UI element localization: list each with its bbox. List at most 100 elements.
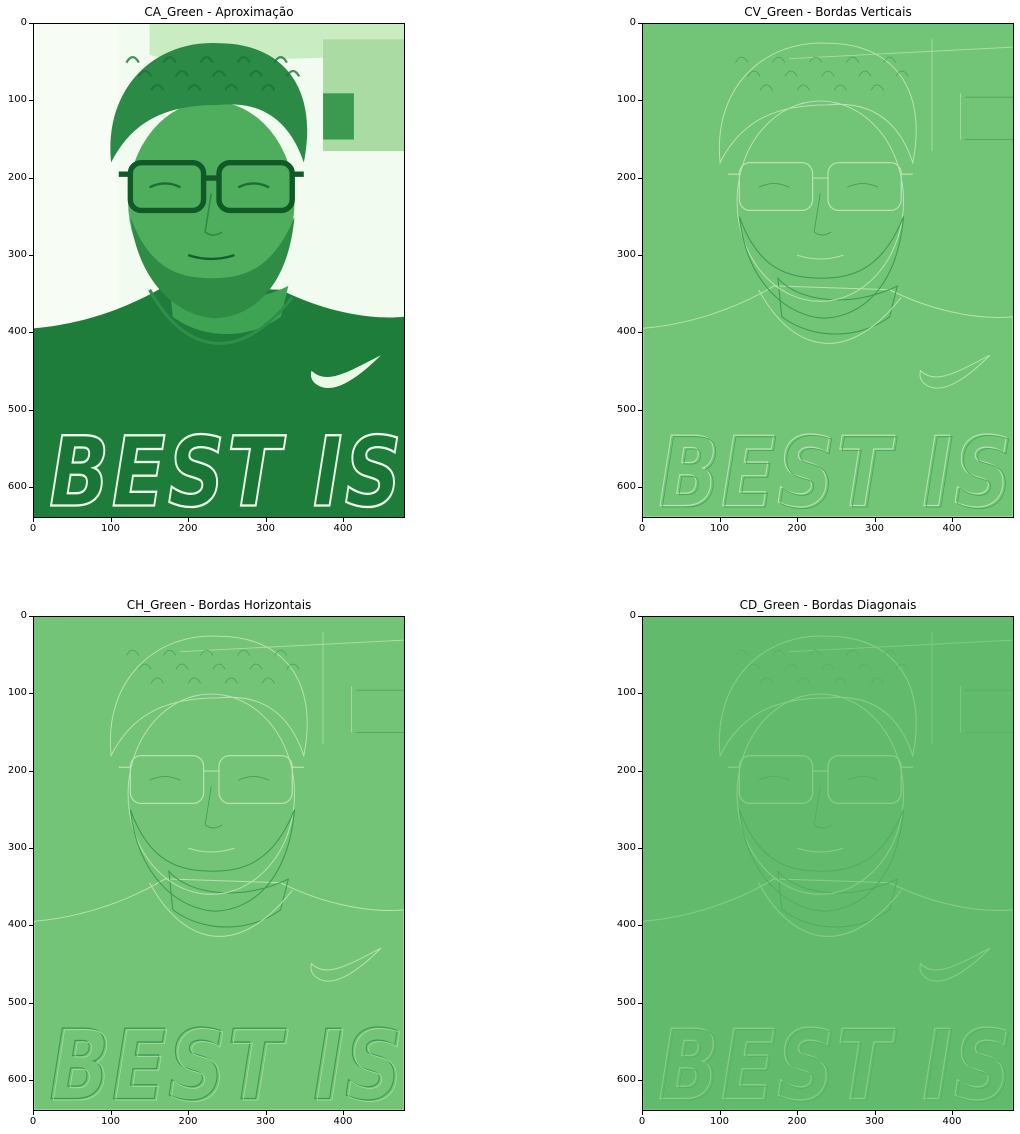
y-tick-label: 500 (616, 403, 636, 415)
y-tick-label: 300 (7, 842, 27, 854)
y-tick-mark (29, 616, 33, 617)
x-tick-mark (797, 518, 798, 522)
y-tick-label: 400 (7, 919, 27, 931)
image-axes: BEST IS BEST IS (33, 616, 405, 1111)
y-tick-mark (29, 693, 33, 695)
x-tick-label: 400 (942, 523, 962, 534)
image-axes: BEST IS (33, 23, 405, 518)
x-tick-label: 300 (255, 523, 276, 534)
x-tick-mark (642, 1111, 643, 1115)
y-tick-mark (29, 409, 33, 411)
image-axes: BEST IS BEST IS (642, 23, 1014, 518)
x-tick-label: 200 (178, 523, 198, 534)
x-tick-mark (188, 518, 189, 522)
wavelet-image: BEST IS (34, 24, 404, 517)
y-tick-mark (638, 23, 642, 24)
y-tick-mark (29, 848, 33, 850)
y-tick-label: 100 (7, 94, 27, 106)
shirt-text: BEST IS (52, 1011, 404, 1110)
shirt-text: BEST IS (658, 416, 1013, 517)
axes-title: CH_Green - Bordas Horizontais (126, 598, 312, 612)
x-tick-mark (343, 518, 344, 522)
y-tick-label: 300 (616, 842, 636, 854)
y-tick-label: 0 (20, 17, 27, 28)
shirt-text: BEST IS (661, 418, 1013, 517)
x-tick-mark (952, 518, 953, 522)
x-tick-label: 100 (709, 523, 730, 534)
y-tick-mark (29, 255, 33, 257)
x-tick-mark (642, 518, 643, 522)
y-tick-mark (638, 332, 642, 334)
x-tick-label: 100 (100, 1116, 121, 1127)
y-tick-mark (638, 409, 642, 411)
y-tick-mark (29, 332, 33, 334)
x-tick-label: 0 (29, 523, 37, 534)
x-tick-label: 0 (29, 1116, 37, 1127)
x-tick-label: 0 (638, 523, 646, 534)
y-tick-mark (638, 100, 642, 102)
y-tick-label: 200 (616, 764, 636, 776)
y-tick-label: 0 (629, 17, 636, 28)
x-tick-mark (110, 1111, 112, 1115)
y-tick-mark (29, 100, 33, 102)
x-tick-label: 100 (709, 1116, 730, 1127)
y-tick-label: 300 (7, 249, 27, 261)
shirt-text: BEST IS (661, 1011, 1013, 1110)
x-tick-label: 400 (942, 1116, 962, 1127)
shirt-text: BEST IS (658, 1009, 1013, 1110)
x-tick-mark (33, 1111, 34, 1115)
y-tick-label: 600 (7, 481, 27, 493)
x-tick-label: 400 (333, 1116, 353, 1127)
x-tick-label: 300 (255, 1116, 276, 1127)
x-tick-mark (33, 518, 34, 522)
y-tick-mark (29, 770, 33, 772)
shirt-text: BEST IS (49, 1009, 404, 1110)
y-tick-label: 400 (616, 326, 636, 338)
y-tick-label: 200 (616, 171, 636, 183)
x-tick-mark (110, 518, 112, 522)
y-tick-label: 100 (616, 94, 636, 106)
y-tick-label: 500 (7, 996, 27, 1008)
x-tick-label: 200 (178, 1116, 198, 1127)
y-tick-label: 600 (616, 481, 636, 493)
y-tick-mark (638, 925, 642, 927)
x-tick-mark (874, 1111, 876, 1115)
x-tick-label: 300 (864, 1116, 885, 1127)
y-tick-mark (29, 177, 33, 179)
y-tick-mark (638, 770, 642, 772)
x-tick-label: 400 (333, 523, 353, 534)
x-tick-mark (265, 1111, 267, 1115)
y-tick-label: 200 (7, 764, 27, 776)
axes-title: CA_Green - Aproximação (144, 5, 294, 19)
y-tick-label: 500 (7, 403, 27, 415)
y-tick-label: 200 (7, 171, 27, 183)
y-tick-label: 400 (616, 919, 636, 931)
x-tick-mark (874, 518, 876, 522)
y-tick-mark (638, 255, 642, 257)
y-tick-label: 0 (629, 610, 636, 621)
y-tick-mark (638, 1002, 642, 1004)
x-tick-label: 0 (638, 1116, 646, 1127)
axes-title: CV_Green - Bordas Verticais (744, 5, 912, 19)
y-tick-mark (638, 848, 642, 850)
y-tick-label: 300 (616, 249, 636, 261)
shirt-text: BEST IS (49, 416, 404, 517)
x-tick-mark (719, 1111, 721, 1115)
x-tick-label: 100 (100, 523, 121, 534)
y-tick-label: 100 (616, 687, 636, 699)
y-tick-mark (29, 925, 33, 927)
x-tick-mark (797, 1111, 798, 1115)
y-tick-mark (29, 1080, 33, 1082)
x-tick-mark (265, 518, 267, 522)
x-tick-mark (188, 1111, 189, 1115)
x-tick-mark (343, 1111, 344, 1115)
x-tick-label: 300 (864, 523, 885, 534)
y-tick-label: 400 (7, 326, 27, 338)
x-tick-mark (952, 1111, 953, 1115)
y-tick-mark (29, 1002, 33, 1004)
y-tick-label: 600 (616, 1074, 636, 1086)
axes-title: CD_Green - Bordas Diagonais (739, 598, 917, 612)
